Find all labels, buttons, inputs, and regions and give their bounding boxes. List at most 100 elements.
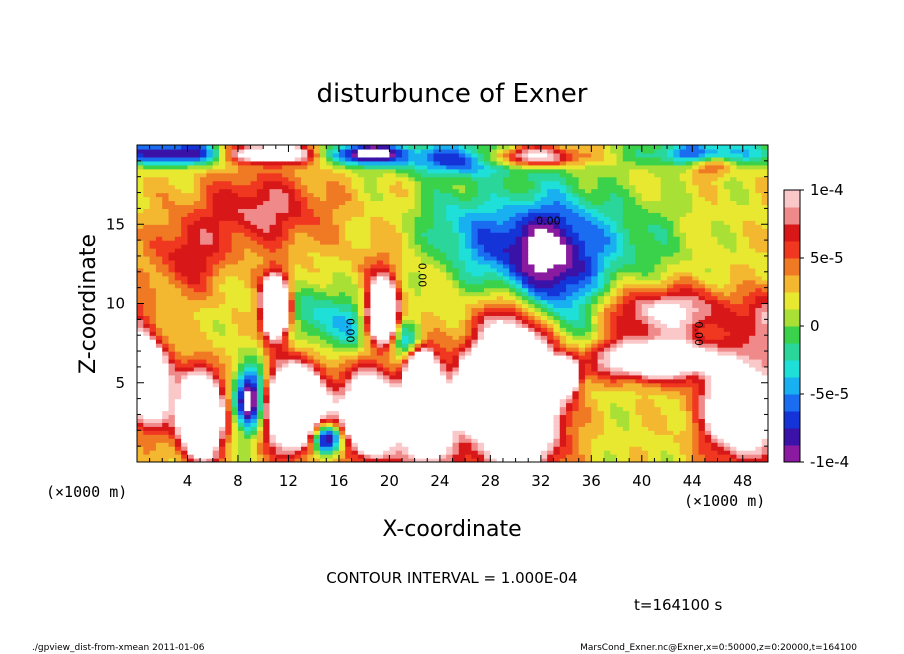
heatmap-cell <box>446 160 454 166</box>
heatmap-cell <box>313 303 321 309</box>
heatmap-cell <box>490 192 498 198</box>
heatmap-cell <box>256 200 264 206</box>
heatmap-cell <box>181 263 189 269</box>
heatmap-cell <box>389 430 397 435</box>
heatmap-cell <box>269 370 277 376</box>
heatmap-cell <box>200 386 208 392</box>
heatmap-cell <box>471 454 479 459</box>
heatmap-cell <box>414 386 422 392</box>
heatmap-cell <box>376 220 384 225</box>
heatmap-cell <box>326 394 334 400</box>
heatmap-cell <box>244 319 252 324</box>
heatmap-cell <box>427 406 435 412</box>
heatmap-cell <box>446 148 454 154</box>
heatmap-cell <box>155 366 163 372</box>
heatmap-cell <box>219 422 226 427</box>
heatmap-cell <box>237 255 245 261</box>
heatmap-cell <box>502 438 510 443</box>
heatmap-cell <box>471 275 479 281</box>
heatmap-cell <box>408 156 416 162</box>
heatmap-cell <box>509 303 517 309</box>
heatmap-cell <box>477 240 485 245</box>
heatmap-cell <box>502 355 510 360</box>
heatmap-cell <box>420 394 428 400</box>
heatmap-cell <box>313 248 321 253</box>
heatmap-cell <box>357 446 365 451</box>
heatmap-cell <box>465 430 473 435</box>
heatmap-cell <box>288 390 296 396</box>
heatmap-cell <box>193 402 201 408</box>
heatmap-cell <box>168 402 176 408</box>
heatmap-cell <box>402 370 409 376</box>
heatmap-cell <box>509 279 517 285</box>
heatmap-cell <box>521 438 529 443</box>
heatmap-cell <box>137 164 144 170</box>
heatmap-cell <box>282 204 290 209</box>
heatmap-cell <box>420 426 428 431</box>
heatmap-cell <box>219 406 226 412</box>
heatmap-cell <box>181 410 189 416</box>
heatmap-cell <box>326 172 334 178</box>
heatmap-cell <box>244 362 252 368</box>
heatmap-cell <box>275 382 283 388</box>
heatmap-cell <box>212 275 220 281</box>
heatmap-cell <box>206 148 214 154</box>
heatmap-cell <box>509 244 517 249</box>
heatmap-cell <box>389 442 397 447</box>
heatmap-cell <box>231 248 239 253</box>
heatmap-cell <box>345 374 353 380</box>
heatmap-cell <box>307 263 315 269</box>
heatmap-cell <box>458 307 466 313</box>
heatmap-cell <box>162 291 170 297</box>
heatmap-cell <box>427 402 435 408</box>
heatmap-cell <box>458 152 466 158</box>
heatmap-cell <box>446 152 454 158</box>
heatmap-cell <box>155 180 163 186</box>
heatmap-cell <box>143 311 151 316</box>
heatmap-cell <box>187 160 195 166</box>
heatmap-cell <box>427 438 435 443</box>
heatmap-cell <box>502 156 510 162</box>
heatmap-cell <box>452 263 460 269</box>
heatmap-cell <box>357 251 365 257</box>
heatmap-cell <box>256 279 264 285</box>
heatmap-cell <box>256 228 264 233</box>
heatmap-cell <box>307 172 315 178</box>
heatmap-cell <box>301 220 308 225</box>
heatmap-cell <box>332 176 340 182</box>
heatmap-cell <box>250 390 258 396</box>
heatmap-cell <box>427 275 435 281</box>
heatmap-cell <box>383 450 390 455</box>
heatmap-cell <box>181 343 189 348</box>
heatmap-cell <box>143 287 151 293</box>
heatmap-cell <box>351 283 359 289</box>
heatmap-cell <box>155 394 163 400</box>
heatmap-cell <box>496 263 504 269</box>
heatmap-cell <box>383 442 390 447</box>
heatmap-cell <box>162 343 170 348</box>
heatmap-cell <box>212 196 220 202</box>
heatmap-cell <box>383 454 390 459</box>
heatmap-cell <box>319 355 327 360</box>
heatmap-cell <box>143 418 151 423</box>
heatmap-cell <box>326 228 334 233</box>
heatmap-cell <box>212 402 220 408</box>
heatmap-cell <box>149 311 157 316</box>
heatmap-cell <box>155 430 163 435</box>
heatmap-cell <box>351 240 359 245</box>
heatmap-cell <box>237 458 245 462</box>
heatmap-cell <box>162 366 170 372</box>
heatmap-cell <box>162 204 170 209</box>
heatmap-cell <box>345 386 353 392</box>
heatmap-cell <box>427 216 435 221</box>
heatmap-cell <box>332 394 340 400</box>
heatmap-cell <box>351 434 359 439</box>
heatmap-cell <box>458 259 466 265</box>
heatmap-cell <box>458 434 466 439</box>
heatmap-cell <box>301 398 308 404</box>
heatmap-cell <box>143 208 151 213</box>
heatmap-cell <box>313 208 321 213</box>
heatmap-cell <box>465 406 473 412</box>
heatmap-cell <box>168 382 176 388</box>
heatmap-cell <box>263 255 271 261</box>
